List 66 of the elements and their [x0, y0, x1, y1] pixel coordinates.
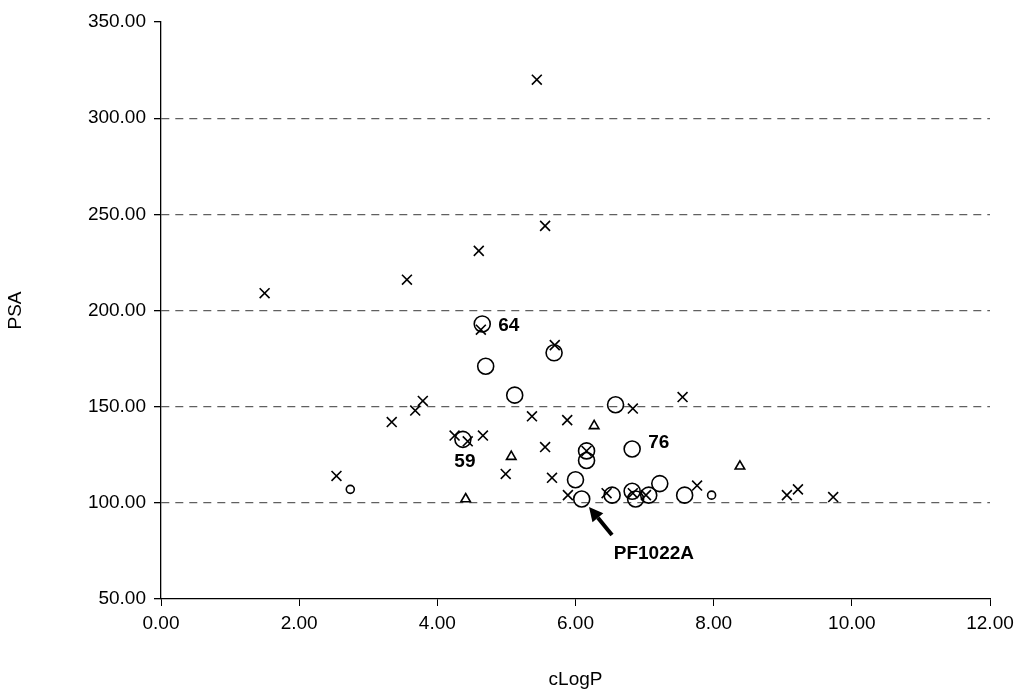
point [473, 245, 485, 257]
point [588, 419, 600, 430]
point [454, 430, 472, 449]
x-tick-label: 4.00 [418, 611, 456, 633]
y-axis-title: PSA [3, 291, 25, 330]
point [385, 416, 398, 428]
point [577, 451, 596, 470]
point [417, 395, 429, 407]
point [734, 459, 746, 470]
x-tick-label: 0.00 [142, 611, 180, 633]
y-tick-label: 250.00 [87, 202, 146, 224]
point [623, 482, 641, 501]
point [401, 273, 413, 286]
y-tick-label: 350.00 [87, 10, 146, 32]
point [781, 489, 793, 501]
x-tick-label: 10.00 [828, 611, 876, 633]
point [561, 414, 573, 426]
x-tick-label: 2.00 [280, 611, 318, 633]
annotation: 59 [454, 449, 476, 471]
point [562, 489, 574, 501]
point [639, 486, 658, 504]
y-tick-label: 300.00 [87, 106, 146, 128]
annotation: PF1022A [613, 542, 695, 564]
point [650, 474, 669, 493]
point [706, 490, 717, 500]
x-tick-label: 6.00 [557, 611, 594, 633]
point [545, 344, 563, 362]
y-tick-label: 50.00 [98, 587, 146, 609]
point [606, 395, 625, 414]
x-tick-label: 8.00 [695, 611, 733, 633]
point [473, 315, 492, 333]
y-tick-label: 150.00 [87, 394, 146, 416]
point [572, 490, 591, 508]
point [539, 441, 551, 453]
point [626, 490, 645, 508]
point [623, 440, 641, 458]
point [566, 470, 585, 489]
point [345, 484, 356, 495]
point [476, 357, 495, 376]
y-tick-label: 100.00 [87, 491, 146, 513]
x-axis-title: cLogP [548, 667, 603, 689]
point [526, 410, 538, 423]
point [539, 220, 551, 232]
point [546, 472, 558, 484]
point [531, 73, 543, 86]
point [448, 429, 461, 442]
point [477, 429, 489, 442]
annotation: 76 [648, 431, 670, 453]
point [603, 486, 621, 504]
annotation: 64 [498, 314, 520, 336]
point [691, 479, 703, 492]
y-tick-label: 200.00 [87, 298, 146, 320]
point [827, 491, 839, 503]
point [409, 404, 421, 417]
point [499, 468, 512, 480]
point [460, 492, 472, 503]
point [258, 287, 271, 299]
x-tick-label: 12.00 [966, 611, 1014, 633]
point [505, 450, 517, 461]
point [627, 402, 639, 415]
point [676, 391, 689, 403]
point [549, 339, 561, 351]
point [505, 386, 524, 404]
point [675, 486, 694, 504]
point [792, 483, 804, 496]
point [330, 470, 343, 482]
